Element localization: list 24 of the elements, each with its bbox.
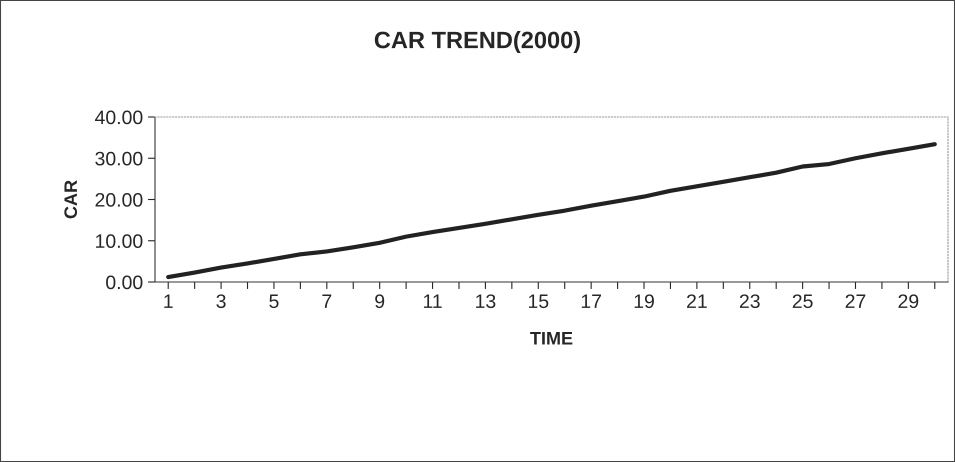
x-tick-label: 15 [528, 294, 548, 308]
y-tick-label: 40.00 [94, 110, 142, 124]
y-tick-label: 0.00 [106, 275, 142, 290]
x-tick-label: 25 [792, 294, 813, 308]
x-tick-label: 7 [322, 294, 332, 308]
y-axis-title: CAR [64, 180, 78, 218]
x-tick-label: 19 [634, 294, 654, 308]
x-tick-label: 5 [269, 294, 279, 308]
y-tick-label: 30.00 [95, 152, 142, 166]
line-series [166, 142, 937, 280]
x-tick-label: 21 [687, 294, 707, 308]
y-tick-label: 20.00 [96, 192, 142, 207]
chart-title: CAR TREND(2000) [374, 30, 580, 54]
x-axis-title: TIME [530, 332, 572, 344]
x-tick-label: 11 [424, 294, 442, 308]
x-tick-label: 27 [846, 294, 866, 308]
x-tick-label: 9 [375, 294, 384, 308]
x-tick-label: 23 [740, 294, 760, 308]
x-tick-label: 13 [476, 294, 496, 308]
x-tick-label: 29 [898, 294, 918, 308]
y-tick-label: 10.00 [96, 234, 142, 248]
x-tick-label: 3 [216, 294, 226, 308]
x-tick-label: 1 [164, 294, 173, 308]
x-tick-label: 17 [582, 294, 601, 308]
